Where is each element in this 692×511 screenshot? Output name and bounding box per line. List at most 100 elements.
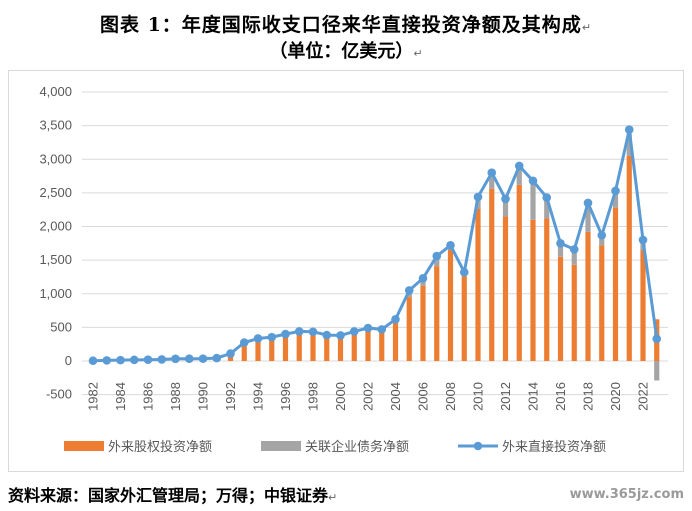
marker-total-fdi bbox=[432, 251, 442, 261]
bar-equity bbox=[640, 250, 646, 361]
bar-debt bbox=[599, 235, 605, 246]
bar-equity bbox=[241, 342, 247, 361]
marker-total-fdi bbox=[116, 355, 125, 365]
x-tick-label: 2006 bbox=[416, 382, 431, 411]
marker-total-fdi bbox=[542, 193, 552, 202]
bar-equity bbox=[599, 245, 605, 361]
bar-equity bbox=[571, 264, 577, 361]
bar-equity bbox=[269, 337, 275, 361]
y-tick-label: 3,500 bbox=[39, 118, 72, 133]
x-tick-label: 1996 bbox=[278, 382, 293, 411]
y-tick-label: 500 bbox=[50, 319, 72, 334]
x-tick-label: 1998 bbox=[306, 382, 321, 411]
bar-equity bbox=[351, 331, 357, 361]
bar-debt bbox=[626, 133, 632, 156]
bar-equity bbox=[489, 188, 495, 361]
bar-debt bbox=[612, 191, 619, 208]
legend-label: 外来股权投资净额 bbox=[108, 439, 212, 455]
x-tick-label: 2022 bbox=[636, 382, 651, 411]
marker-total-fdi bbox=[308, 327, 318, 337]
x-tick-label: 2020 bbox=[608, 382, 623, 411]
legend-label: 关联企业债务净额 bbox=[305, 439, 409, 455]
bar-equity bbox=[406, 297, 412, 361]
marker-total-fdi bbox=[418, 273, 428, 283]
watermark: www.365jz.com bbox=[569, 487, 684, 502]
bar-equity bbox=[544, 218, 550, 361]
marker-total-fdi bbox=[556, 239, 565, 248]
bar-equity bbox=[310, 331, 316, 361]
bar-equity bbox=[282, 334, 289, 361]
legend-label: 外来直接投资净额 bbox=[502, 439, 606, 455]
x-tick-label: 1984 bbox=[113, 382, 128, 411]
y-tick-label: 0 bbox=[65, 353, 72, 368]
bar-equity bbox=[392, 322, 399, 361]
bar-equity bbox=[365, 328, 371, 361]
marker-total-fdi bbox=[143, 355, 153, 365]
bar-equity bbox=[502, 216, 509, 361]
marker-total-fdi bbox=[102, 356, 112, 365]
bar-equity bbox=[420, 285, 426, 361]
legend-marker bbox=[473, 441, 483, 451]
chart-subtitle: （单位：亿美元）↵ bbox=[269, 41, 423, 62]
bar-debt bbox=[434, 257, 440, 267]
marker-total-fdi bbox=[652, 334, 662, 344]
marker-total-fdi bbox=[349, 327, 359, 336]
x-tick-label: 1982 bbox=[86, 382, 101, 411]
marker-total-fdi bbox=[281, 329, 290, 339]
bar-debt bbox=[557, 243, 564, 257]
marker-total-fdi bbox=[391, 315, 400, 324]
bar-equity bbox=[626, 155, 632, 361]
marker-total-fdi bbox=[198, 354, 208, 363]
marker-total-fdi bbox=[157, 355, 167, 364]
marker-total-fdi bbox=[446, 241, 455, 250]
marker-total-fdi bbox=[239, 338, 249, 347]
marker-total-fdi bbox=[184, 354, 194, 364]
marker-total-fdi bbox=[528, 176, 538, 186]
bar-equity bbox=[612, 207, 619, 361]
marker-total-fdi bbox=[363, 323, 373, 333]
bar-equity bbox=[516, 184, 522, 361]
marker-total-fdi bbox=[322, 330, 332, 340]
bar-equity bbox=[585, 231, 591, 361]
y-tick-label: -500 bbox=[46, 387, 72, 402]
y-tick-label: 1,000 bbox=[39, 286, 72, 301]
bar-debt bbox=[571, 251, 577, 265]
x-tick-label: 2002 bbox=[361, 382, 376, 411]
x-tick-label: 2016 bbox=[553, 382, 568, 411]
x-tick-label: 1990 bbox=[196, 382, 211, 411]
marker-total-fdi bbox=[253, 334, 263, 343]
x-tick-label: 1988 bbox=[168, 382, 183, 411]
x-tick-label: 1986 bbox=[141, 382, 156, 411]
marker-total-fdi bbox=[377, 325, 387, 334]
marker-total-fdi bbox=[473, 192, 483, 202]
bar-equity bbox=[530, 219, 536, 361]
x-tick-label: 1992 bbox=[223, 382, 238, 411]
marker-total-fdi bbox=[212, 353, 222, 363]
x-tick-label: 2000 bbox=[333, 382, 348, 411]
bar-equity bbox=[475, 209, 481, 361]
y-tick-label: 4,000 bbox=[39, 84, 72, 99]
marker-total-fdi bbox=[129, 355, 139, 365]
x-tick-label: 1994 bbox=[251, 382, 266, 411]
bar-equity bbox=[337, 335, 344, 361]
bar-equity bbox=[324, 335, 330, 361]
marker-total-fdi bbox=[583, 198, 593, 208]
marker-total-fdi bbox=[171, 354, 180, 364]
y-tick-label: 2,500 bbox=[39, 185, 72, 200]
bar-equity bbox=[447, 250, 454, 361]
marker-total-fdi bbox=[459, 267, 469, 277]
chart-title: 图表 1：年度国际收支口径来华直接投资净额及其构成↵ bbox=[99, 14, 593, 36]
marker-total-fdi bbox=[404, 286, 414, 295]
marker-total-fdi bbox=[569, 245, 579, 254]
source-note: 资料来源：国家外汇管理局；万得；中银证券↵ bbox=[8, 486, 338, 505]
bar-equity bbox=[461, 276, 467, 361]
marker-total-fdi bbox=[88, 356, 98, 366]
legend-swatch bbox=[261, 441, 301, 451]
marker-total-fdi bbox=[624, 125, 634, 134]
marker-total-fdi bbox=[501, 194, 510, 204]
marker-total-fdi bbox=[336, 331, 345, 340]
marker-total-fdi bbox=[514, 161, 524, 171]
bar-debt bbox=[585, 203, 591, 232]
bar-debt bbox=[654, 361, 660, 381]
